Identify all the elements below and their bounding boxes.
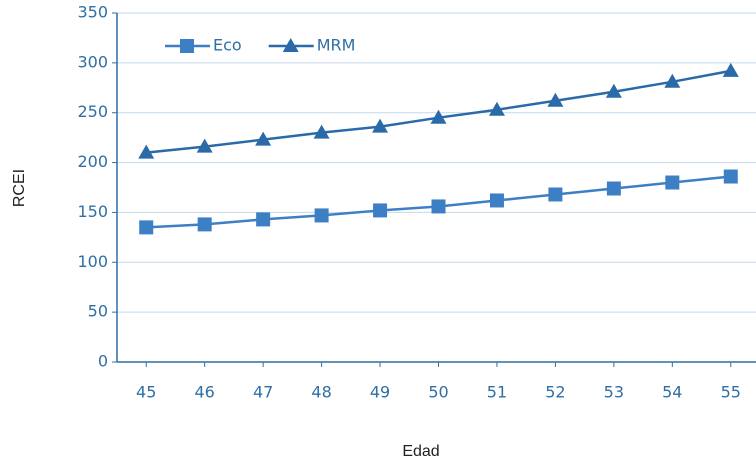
marker [314,208,329,223]
y-tick-label: 100 [77,252,108,271]
marker [431,199,446,214]
x-tick-label: 54 [662,383,682,402]
marker [255,131,272,146]
marker [372,118,389,133]
marker [605,83,622,98]
marker [180,39,194,53]
x-tick-label: 46 [195,383,215,402]
marker [196,138,213,153]
x-tick-label: 45 [136,383,156,402]
y-axis-label: RCEI [11,169,28,207]
marker [548,187,563,202]
marker [139,220,154,235]
x-tick-label: 52 [545,383,565,402]
y-tick-label: 50 [88,302,108,321]
x-tick-label: 49 [370,383,390,402]
marker [723,169,738,184]
marker [282,38,299,52]
marker [665,175,680,190]
x-tick-label: 47 [253,383,273,402]
x-tick-label: 51 [487,383,507,402]
x-tick-label: 53 [604,383,624,402]
marker [373,203,388,218]
legend-label: Eco [213,36,242,55]
marker [547,92,564,107]
marker [138,144,155,159]
x-tick-label: 55 [721,383,741,402]
marker [489,193,504,208]
marker [606,181,621,196]
marker [722,62,739,77]
y-tick-label: 0 [98,352,108,371]
x-axis-label: Edad [402,443,439,460]
y-tick-label: 200 [77,152,108,171]
marker [430,109,447,124]
legend-label: MRM [317,36,356,55]
marker [488,101,505,116]
x-tick-label: 48 [311,383,331,402]
marker [256,212,271,227]
marker [197,217,212,232]
marker [664,73,681,88]
marker [313,124,330,139]
y-tick-label: 300 [77,52,108,71]
y-tick-label: 150 [77,202,108,221]
x-tick-label: 50 [428,383,448,402]
y-tick-label: 350 [77,3,108,22]
y-tick-label: 250 [77,102,108,121]
